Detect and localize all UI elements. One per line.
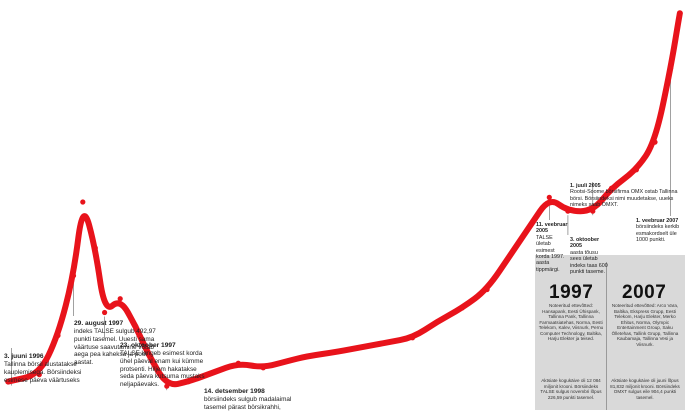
data-point-6 bbox=[102, 309, 108, 316]
annotation-2005-february-date: 11. veebruar 2005 bbox=[536, 222, 568, 235]
data-point-32 bbox=[668, 65, 674, 72]
data-point-4 bbox=[80, 199, 86, 205]
data-point-17 bbox=[335, 349, 341, 355]
data-point-10 bbox=[164, 383, 170, 389]
data-point-11 bbox=[186, 379, 192, 385]
data-point-3 bbox=[70, 273, 77, 279]
data-point-1 bbox=[36, 372, 42, 378]
annotation-2005-july: 1. juuli 2005 Rootsi-Soome börsifirma OM… bbox=[570, 183, 680, 209]
year-2007-listings: Noteeritud ettevõtted: Arco Vara, Baltik… bbox=[611, 303, 679, 347]
annotation-1996-text: Tallinna börsil alustatakse kauplemisega… bbox=[4, 361, 82, 384]
annotation-2005-october-text: aasta tõusu sees ületab indeks taas 600 … bbox=[570, 249, 608, 276]
data-point-8 bbox=[133, 323, 139, 329]
data-point-7 bbox=[117, 296, 123, 302]
data-point-2 bbox=[55, 332, 61, 339]
annotation-1997-october-text: TALSE langeb esimest korda ühel päeval e… bbox=[120, 350, 205, 389]
data-point-15 bbox=[285, 358, 291, 364]
annotation-1998-date: 14. detsember 1998 bbox=[204, 388, 265, 395]
annotation-2007: 1. veebruar 2007 börsiindeks kerkib esma… bbox=[636, 218, 682, 244]
index-line-series-0 bbox=[5, 10, 683, 388]
data-point-19 bbox=[385, 339, 391, 345]
data-point-25 bbox=[528, 222, 534, 228]
annotation-1996: 3. juuni 1996 Tallinna börsil alustataks… bbox=[4, 353, 84, 384]
comparison-panel bbox=[535, 255, 685, 410]
data-point-5 bbox=[92, 245, 98, 251]
year-2007-heading: 2007 bbox=[622, 282, 667, 303]
year-1997-listings: Noteeritud ettevõtted: Hansapank, Eesti … bbox=[538, 303, 604, 341]
annotation-1997-october: 23. oktoober 1997 TALSE langeb esimest k… bbox=[120, 342, 205, 389]
data-point-20 bbox=[409, 335, 416, 341]
annotation-2005-july-text: Rootsi-Soome börsifirma OMX ostab Tallin… bbox=[570, 189, 678, 209]
data-point-24 bbox=[509, 250, 515, 256]
annotation-2005-october: 3. oktoober 2005 aasta tõusu sees ületab… bbox=[570, 237, 608, 275]
data-point-29 bbox=[608, 185, 615, 191]
data-point-21 bbox=[434, 319, 440, 325]
annotation-1997-august-date: 29. august 1997 bbox=[74, 320, 124, 327]
data-point-27 bbox=[565, 208, 571, 214]
annotation-2005-october-date: 3. oktoober 2005 bbox=[570, 237, 600, 250]
annotation-1998: 14. detsember 1998 börsiindeks sulgub ma… bbox=[204, 388, 314, 412]
data-point-33 bbox=[677, 10, 683, 16]
data-point-23 bbox=[484, 286, 490, 293]
data-point-31 bbox=[652, 139, 658, 145]
data-point-18 bbox=[360, 344, 366, 350]
annotation-1997-august-text: indeks TALSE sulgub 492,97 punkti taseme… bbox=[74, 328, 156, 367]
annotation-2007-date: 1. veebruar 2007 bbox=[636, 218, 679, 224]
data-point-26 bbox=[546, 194, 552, 200]
data-point-30 bbox=[633, 167, 640, 173]
data-point-28 bbox=[590, 208, 596, 214]
annotation-1997-october-date: 23. oktoober 1997 bbox=[120, 342, 176, 349]
year-2007-stats: Aktsiate kogukäive oli juuni lõpus 81,83… bbox=[610, 378, 680, 400]
data-point-16 bbox=[304, 353, 310, 359]
data-point-9 bbox=[145, 351, 151, 357]
annotation-1997-august: 29. august 1997 indeks TALSE sulgub 492,… bbox=[74, 320, 164, 367]
data-point-12 bbox=[210, 369, 217, 375]
annotation-1998-text: börsiindeks sulgub madalaimal tasemel pä… bbox=[204, 396, 292, 411]
data-point-0 bbox=[5, 379, 11, 385]
comparison-divider bbox=[606, 262, 607, 410]
annotation-1996-date: 3. juuni 1996 bbox=[4, 353, 44, 360]
data-point-13 bbox=[235, 360, 241, 366]
year-1997-stats: Aktsiate kogukäive oli 12 084 miljonit k… bbox=[540, 378, 602, 400]
year-1997-heading: 1997 bbox=[549, 282, 594, 303]
annotation-2005-july-date: 1. juuli 2005 bbox=[570, 183, 601, 189]
annotation-2005-february-text: TALSE ületab esimest korda 1997. aasta t… bbox=[536, 234, 565, 273]
annotation-2005-february: 11. veebruar 2005 TALSE ületab esimest k… bbox=[536, 222, 568, 273]
data-point-14 bbox=[260, 365, 266, 371]
annotation-2007-text: börsiindeks kerkib esmakordselt üle 1000… bbox=[636, 224, 680, 244]
data-point-22 bbox=[459, 305, 465, 311]
